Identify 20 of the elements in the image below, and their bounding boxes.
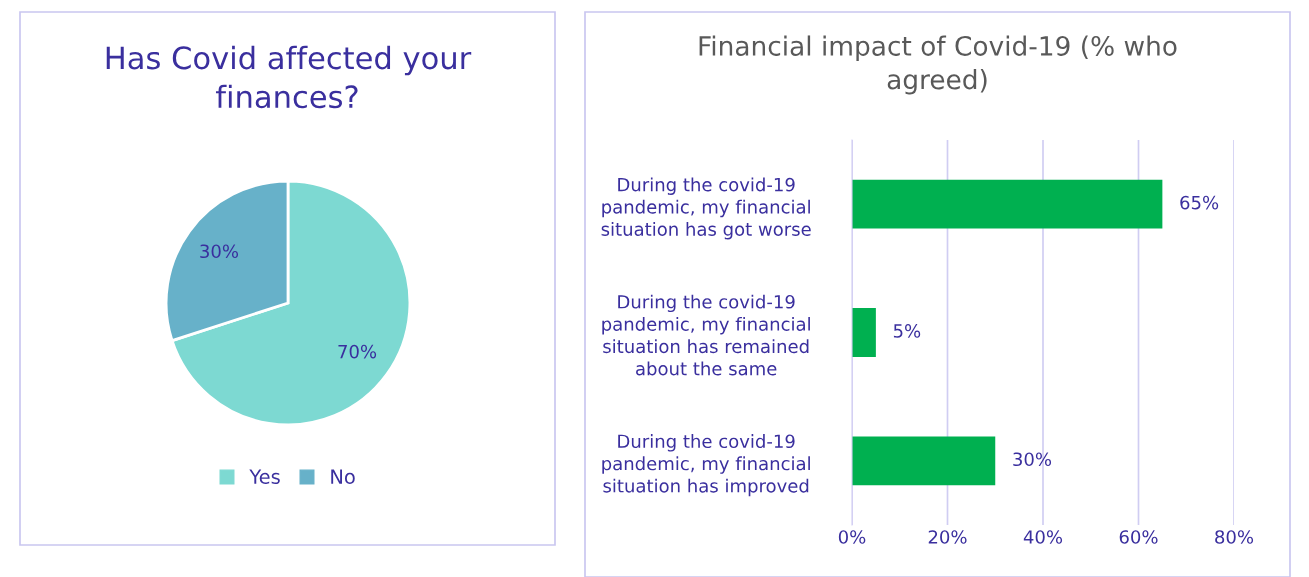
x-tick-label: 40% (1023, 530, 1063, 544)
y-tick-label: During the covid-19 pandemic, my financial situation has improved (602, 434, 810, 497)
y-tick-label: During the covid-19 pandemic, my financial situation has remained about the same (602, 294, 810, 376)
legend-label: No (331, 469, 355, 485)
x-tick-label: 0% (838, 530, 866, 544)
data-label: 65% (1180, 195, 1219, 210)
chart-title: Financial impact of Covid-19 (% who agreed) (699, 35, 1177, 95)
y-tick-label: During the covid-19 pandemic, my financial situation has got worse (601, 177, 811, 240)
x-tick-label: 60% (1119, 530, 1158, 544)
data-label: 30% (200, 244, 239, 259)
legend-label: Yes (249, 469, 280, 485)
bar (852, 436, 996, 486)
bar (852, 179, 1163, 229)
data-label: 70% (338, 344, 377, 359)
data-label: 5% (893, 324, 921, 338)
bar (852, 308, 876, 357)
x-tick-label: 80% (1215, 530, 1254, 544)
chart-title: Has Covid affected your finances? (106, 45, 472, 109)
x-tick-label: 20% (928, 530, 967, 544)
data-label: 30% (1013, 452, 1052, 467)
